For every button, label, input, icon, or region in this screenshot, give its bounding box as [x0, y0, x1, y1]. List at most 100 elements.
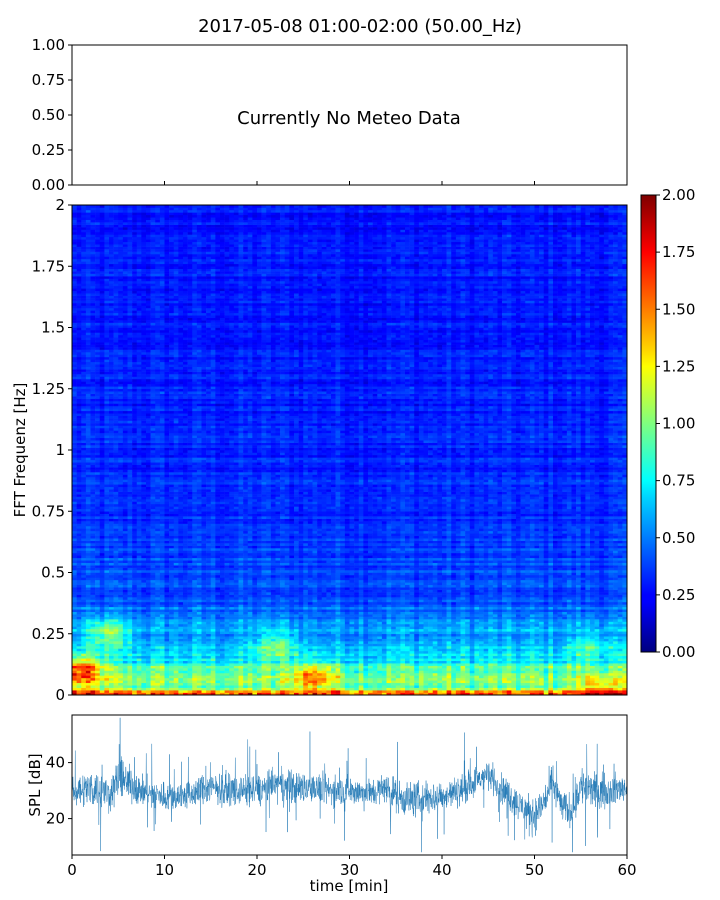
- spectrogram-cell: [146, 237, 151, 240]
- spectrogram-cell: [169, 357, 174, 360]
- spectrogram-cell: [141, 688, 146, 691]
- spectrogram-cell: [118, 492, 123, 495]
- spectrogram-cell: [118, 597, 123, 600]
- spectrogram-cell: [137, 369, 142, 372]
- spectrogram-cell: [151, 656, 156, 659]
- spectrogram-cell: [114, 225, 119, 228]
- spectrogram-cell: [183, 342, 188, 345]
- spectrogram-cell: [183, 499, 188, 502]
- spectrogram-cell: [183, 629, 188, 632]
- spectrogram-cell: [100, 379, 105, 382]
- spectrogram-cell: [100, 609, 105, 612]
- spectrogram-cell: [114, 266, 119, 269]
- spectrogram-cell: [95, 313, 100, 316]
- spectrogram-cell: [118, 401, 123, 404]
- spectrogram-cell: [100, 340, 105, 343]
- spectrogram-cell: [146, 470, 151, 473]
- spectrogram-cell: [114, 639, 119, 642]
- spectrogram-cell: [160, 612, 165, 615]
- spectrogram-cell: [118, 577, 123, 580]
- spectrogram-cell: [91, 325, 96, 328]
- spectrogram-cell: [169, 335, 174, 338]
- spectrogram-cell: [86, 269, 91, 272]
- spectrogram-cell: [183, 514, 188, 517]
- spectrogram-cell: [72, 342, 77, 345]
- spectrogram-cell: [72, 595, 77, 598]
- spectrogram-cell: [128, 644, 133, 647]
- spectrogram-cell: [146, 548, 151, 551]
- spectrogram-cell: [132, 337, 137, 340]
- spectrogram-cell: [178, 631, 183, 634]
- spectrogram-cell: [141, 261, 146, 264]
- spectrogram-cell: [178, 408, 183, 411]
- spectrogram-cell: [132, 541, 137, 544]
- spectrogram-cell: [123, 673, 128, 676]
- spectrogram-cell: [104, 401, 109, 404]
- spectrogram-cell: [169, 232, 174, 235]
- spectrogram-cell: [141, 254, 146, 257]
- spectrogram-cell: [104, 428, 109, 431]
- spectrogram-cell: [104, 595, 109, 598]
- spectrogram-cell: [86, 668, 91, 671]
- spectrogram-cell: [132, 631, 137, 634]
- spectrogram-cell: [91, 408, 96, 411]
- spectrogram-cell: [86, 399, 91, 402]
- spectrogram-cell: [81, 225, 86, 228]
- spectrogram-cell: [174, 678, 179, 681]
- spectrogram-cell: [81, 379, 86, 382]
- spectrogram-cell: [109, 455, 114, 458]
- spectrogram-cell: [72, 626, 77, 629]
- spectrogram-cell: [151, 626, 156, 629]
- spectrogram-cell: [95, 619, 100, 622]
- spectrogram-cell: [169, 678, 174, 681]
- spectrogram-cell: [114, 543, 119, 546]
- spectrogram-cell: [77, 227, 82, 230]
- spectrogram-cell: [109, 688, 114, 691]
- spectrogram-cell: [128, 531, 133, 534]
- spectrogram-cell: [174, 386, 179, 389]
- spectrogram-cell: [95, 347, 100, 350]
- spectrogram-cell: [169, 477, 174, 480]
- spectrogram-cell: [132, 430, 137, 433]
- spectrogram-cell: [81, 651, 86, 654]
- spectrogram-cell: [123, 585, 128, 588]
- spectrogram-cell: [141, 521, 146, 524]
- spectrogram-cell: [91, 509, 96, 512]
- spectrogram-cell: [141, 369, 146, 372]
- spectrogram-cell: [86, 475, 91, 478]
- spectrogram-cell: [137, 663, 142, 666]
- spectrogram-cell: [178, 560, 183, 563]
- spectrogram-cell: [141, 484, 146, 487]
- spectrogram-cell: [91, 342, 96, 345]
- spectrogram-cell: [178, 401, 183, 404]
- spectrogram-cell: [95, 426, 100, 429]
- spectrogram-cell: [118, 622, 123, 625]
- spectrogram-cell: [114, 264, 119, 267]
- spectrogram-cell: [81, 443, 86, 446]
- spectrogram-cell: [183, 479, 188, 482]
- spectrogram-cell: [109, 288, 114, 291]
- spectrogram-cell: [183, 570, 188, 573]
- spectrogram-cell: [178, 460, 183, 463]
- spectrogram-cell: [77, 328, 82, 331]
- spectrogram-cell: [160, 501, 165, 504]
- spectrogram-cell: [91, 403, 96, 406]
- spectrogram-cell: [109, 622, 114, 625]
- spectrogram-cell: [104, 568, 109, 571]
- spectrogram-cell: [77, 531, 82, 534]
- spectrogram-cell: [174, 514, 179, 517]
- spectrogram-cell: [174, 661, 179, 664]
- spectrogram-cell: [128, 372, 133, 375]
- spectrogram-cell: [165, 230, 170, 233]
- spectrogram-cell: [118, 487, 123, 490]
- spectrogram-cell: [118, 678, 123, 681]
- spectrogram-cell: [128, 590, 133, 593]
- spectrogram-cell: [77, 560, 82, 563]
- spectrogram-cell: [77, 580, 82, 583]
- spectrogram-cell: [104, 617, 109, 620]
- spectrogram-cell: [100, 288, 105, 291]
- spectrogram-cell: [183, 457, 188, 460]
- spectrogram-cell: [72, 315, 77, 318]
- spectrogram-cell: [72, 587, 77, 590]
- spectrogram-cell: [95, 381, 100, 384]
